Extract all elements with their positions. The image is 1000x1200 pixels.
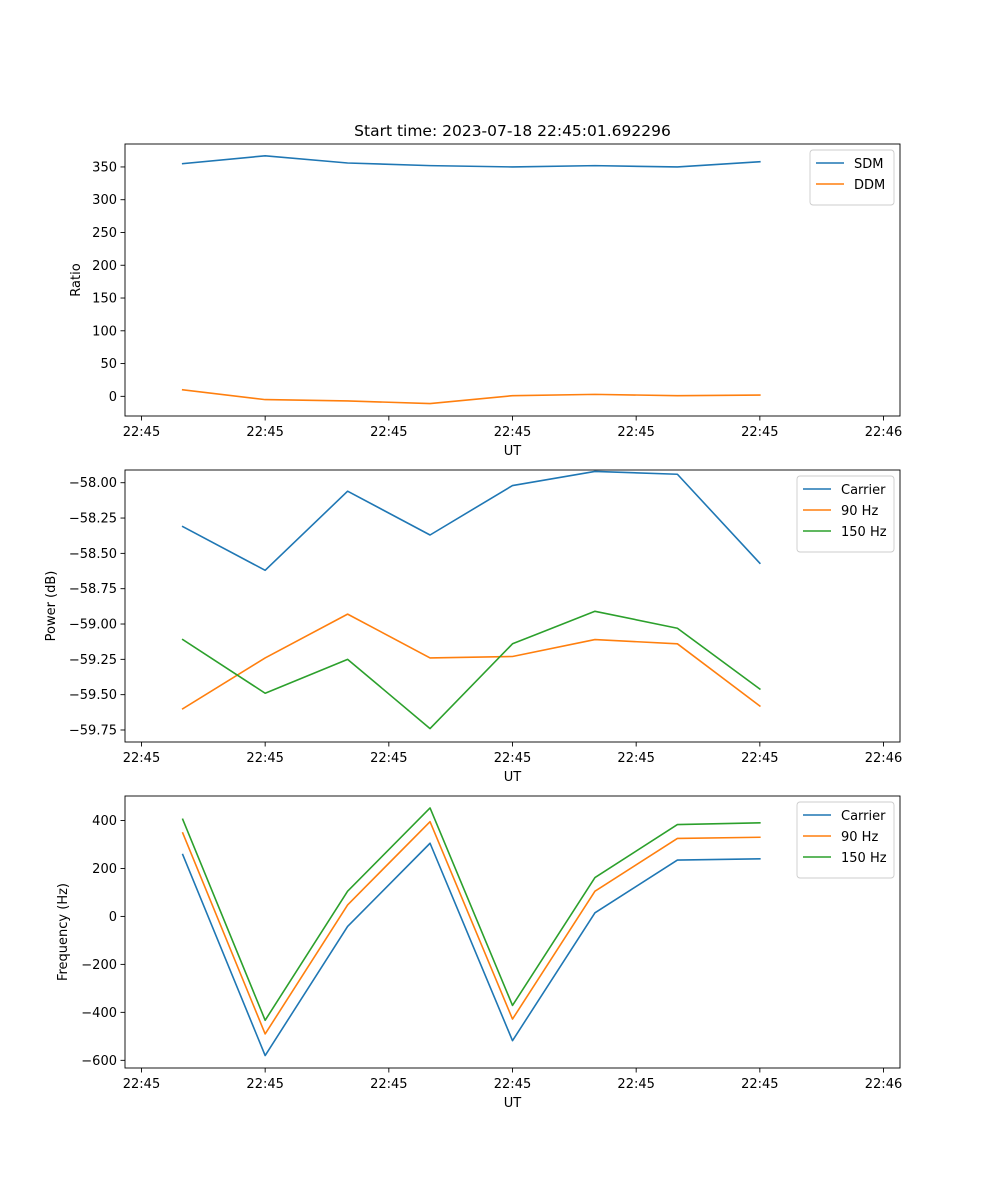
y-tick-label: −59.50 (69, 688, 117, 703)
series-line-carrier (181, 842, 761, 1057)
x-tick-label: 22:45 (494, 425, 531, 440)
x-tick-label: 22:45 (246, 425, 283, 440)
y-tick-label: −600 (81, 1054, 117, 1069)
x-tick-label: 22:45 (370, 751, 407, 766)
x-tick-label: 22:45 (123, 425, 160, 440)
series-line-90-hz (181, 613, 761, 710)
chart-title: Start time: 2023-07-18 22:45:01.692296 (354, 122, 671, 140)
y-tick-label: −400 (81, 1006, 117, 1021)
x-tick-label: 22:45 (617, 1077, 654, 1092)
x-axis-label: UT (504, 770, 522, 785)
x-tick-label: 22:45 (246, 1077, 283, 1092)
y-tick-label: 200 (92, 259, 117, 274)
x-tick-label: 22:45 (370, 1077, 407, 1092)
x-axis-label: UT (504, 1096, 522, 1111)
legend-label: 150 Hz (841, 525, 887, 540)
legend-label: DDM (854, 178, 885, 193)
y-tick-label: −59.25 (69, 653, 117, 668)
series-line-150-hz (181, 610, 761, 730)
x-tick-label: 22:45 (370, 425, 407, 440)
legend-label: SDM (854, 157, 883, 172)
series-line-ddm (181, 388, 761, 405)
legend-label: 150 Hz (841, 851, 887, 866)
y-tick-label: −58.75 (69, 582, 117, 597)
x-tick-label: 22:45 (123, 1077, 160, 1092)
legend-label: Carrier (841, 809, 886, 824)
x-tick-label: 22:45 (246, 751, 283, 766)
legend-label: Carrier (841, 483, 886, 498)
y-tick-label: 50 (100, 357, 117, 372)
y-axis-label: Ratio (69, 263, 84, 296)
y-tick-label: 250 (92, 226, 117, 241)
x-tick-label: 22:46 (865, 425, 902, 440)
y-tick-label: −200 (81, 958, 117, 973)
y-tick-label: 150 (92, 292, 117, 307)
x-tick-label: 22:45 (617, 425, 654, 440)
x-tick-label: 22:45 (123, 751, 160, 766)
x-tick-label: 22:45 (741, 1077, 778, 1092)
x-tick-label: 22:45 (494, 751, 531, 766)
y-tick-label: 200 (92, 862, 117, 877)
x-tick-label: 22:46 (865, 1077, 902, 1092)
y-tick-label: −59.00 (69, 618, 117, 633)
legend-label: 90 Hz (841, 504, 878, 519)
y-tick-label: 400 (92, 814, 117, 829)
y-tick-label: 350 (92, 160, 117, 175)
series-line-90-hz (181, 820, 761, 1035)
series-line-150-hz (181, 807, 761, 1022)
y-tick-label: −58.25 (69, 512, 117, 527)
y-axis-label: Power (dB) (44, 571, 59, 642)
x-axis-label: UT (504, 444, 522, 459)
series-line-sdm (181, 155, 761, 168)
x-tick-label: 22:45 (741, 751, 778, 766)
legend-box (796, 475, 895, 553)
y-tick-label: 300 (92, 193, 117, 208)
x-tick-label: 22:45 (741, 425, 778, 440)
legend-label: 90 Hz (841, 830, 878, 845)
y-tick-label: −59.75 (69, 723, 117, 738)
series-line-carrier (181, 470, 761, 572)
legend-box (796, 801, 895, 879)
y-tick-label: −58.00 (69, 476, 117, 491)
x-tick-label: 22:46 (865, 751, 902, 766)
x-tick-label: 22:45 (494, 1077, 531, 1092)
y-axis-label: Frequency (Hz) (56, 883, 71, 981)
y-tick-label: −58.50 (69, 547, 117, 562)
y-tick-label: 100 (92, 324, 117, 339)
x-tick-label: 22:45 (617, 751, 654, 766)
y-tick-label: 0 (109, 910, 117, 925)
y-tick-label: 0 (109, 390, 117, 405)
